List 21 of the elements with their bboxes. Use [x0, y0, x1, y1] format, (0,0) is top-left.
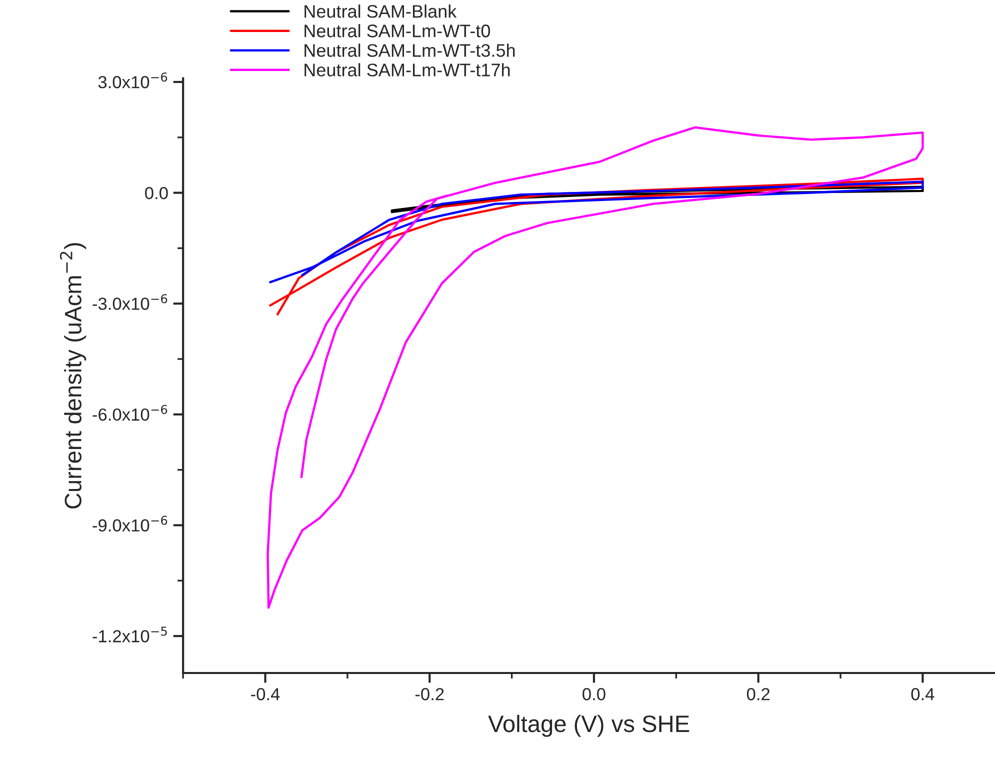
line-series — [269, 178, 924, 316]
line-series — [266, 126, 924, 609]
x-tick-label: 0.2 — [746, 688, 770, 700]
y-tick-label: 3.0x10$^{−6}$ — [98, 72, 168, 88]
x-axis-title: Voltage (V) vs SHE — [488, 714, 690, 737]
x-tick-label: 0.0 — [582, 688, 606, 700]
y-tick-label: 0.0 — [145, 186, 168, 200]
x-tick-label: -0.4 — [251, 688, 280, 700]
legend-label: Neutral SAM-Blank — [304, 4, 457, 18]
legend-label: Neutral SAM-Lm-WT-t3.5h — [304, 44, 515, 57]
y-tick-label: -6.0x10$^{−6}$ — [92, 404, 168, 421]
y-axis-title: Current density (uAcm$^{−2}$) — [60, 243, 86, 508]
legend-label: Neutral SAM-Lm-WT-t0 — [304, 24, 490, 38]
legend-label: Neutral SAM-Lm-WT-t17h — [304, 63, 510, 76]
line-series — [390, 186, 924, 214]
x-tick-label: -0.2 — [415, 688, 444, 700]
y-tick-label: -3.0x10$^{−6}$ — [92, 294, 168, 310]
line-series — [269, 180, 924, 284]
y-tick-label: -1.2x10$^{−5}$ — [92, 626, 167, 642]
x-tick-label: 0.4 — [911, 688, 934, 700]
y-tick-label: -9.0x10$^{−6}$ — [92, 516, 168, 532]
